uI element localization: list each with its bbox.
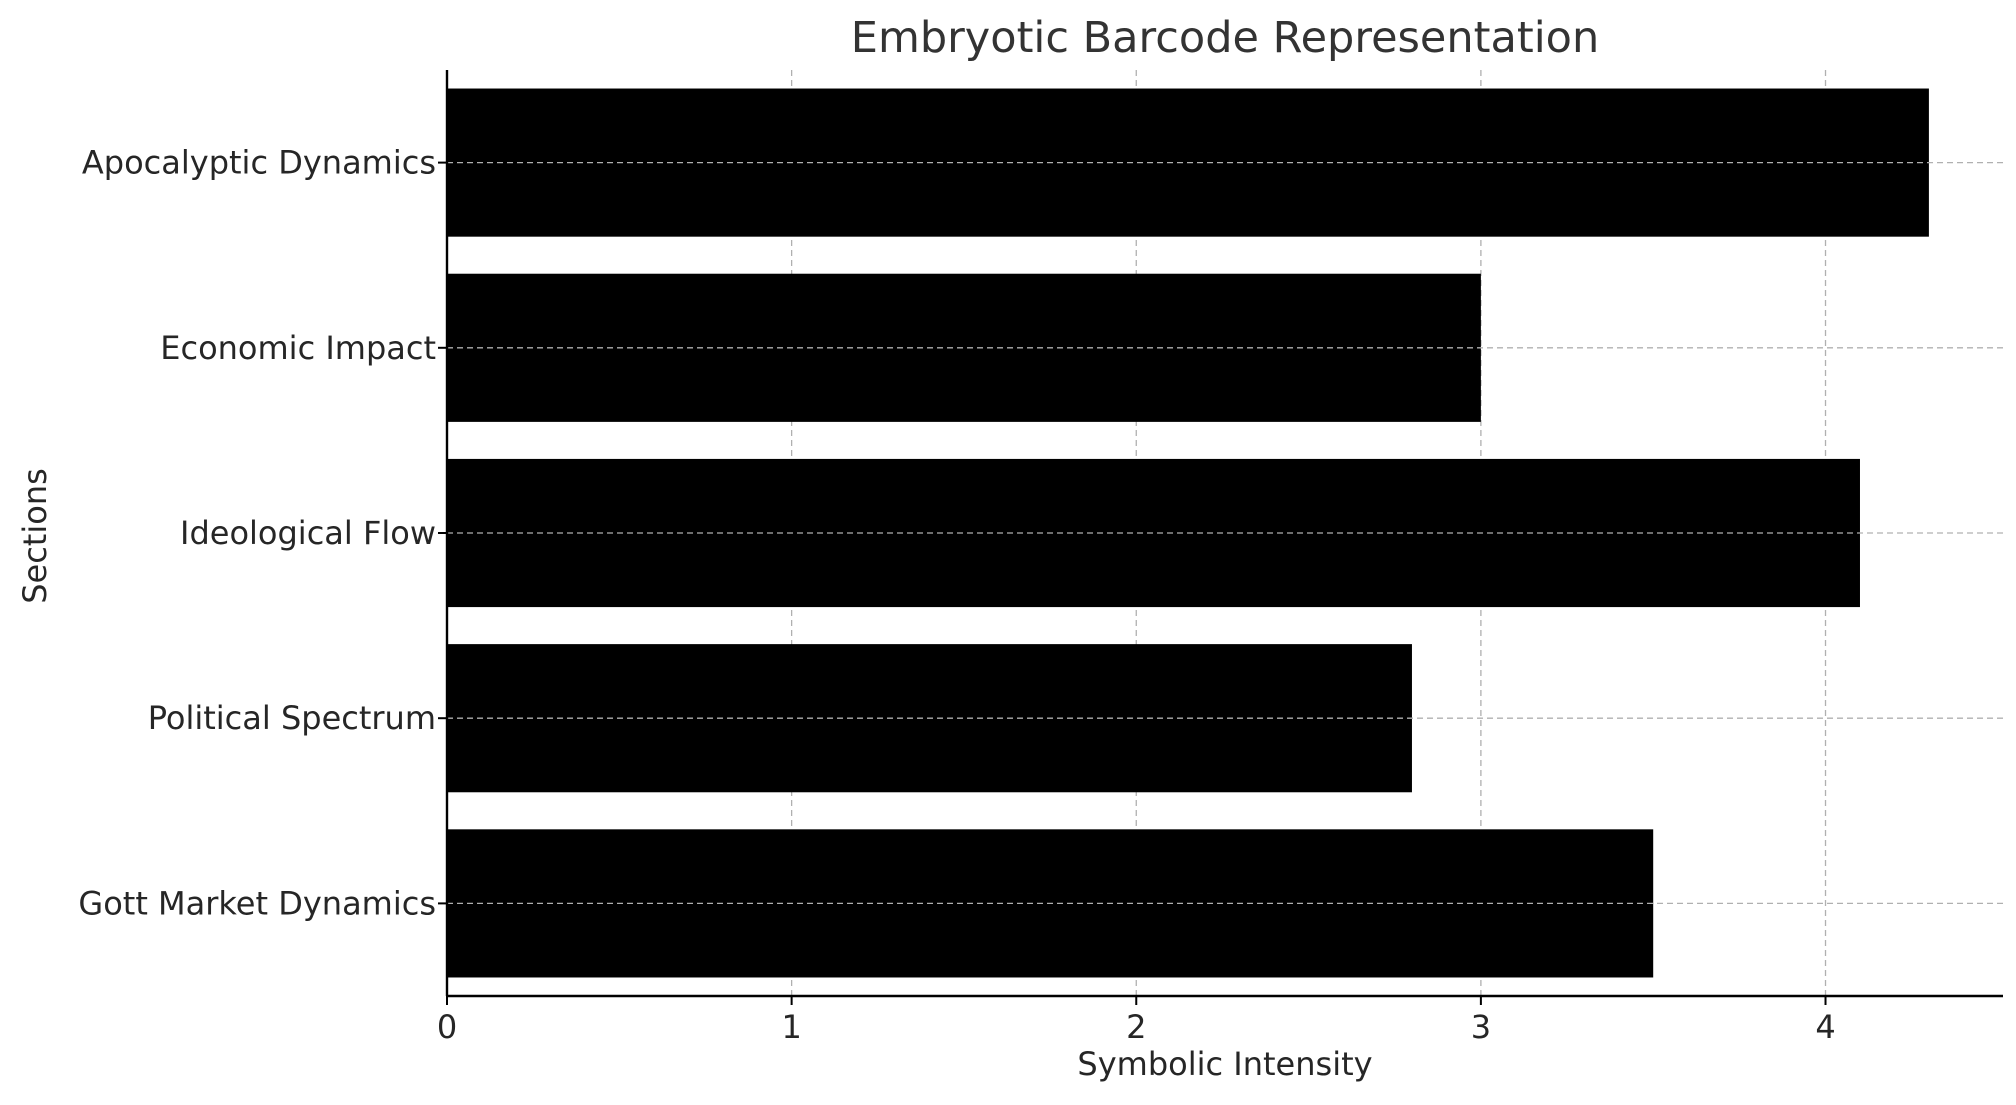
y-axis-label: Sections	[16, 468, 54, 604]
y-tick-label: Ideological Flow	[180, 514, 436, 552]
x-tick-label: 1	[781, 1008, 801, 1046]
x-tick-label: 4	[1815, 1008, 1835, 1046]
chart-title: Embryotic Barcode Representation	[851, 13, 1599, 63]
y-tick-label: Economic Impact	[160, 329, 436, 367]
x-tick-label: 3	[1471, 1008, 1491, 1046]
x-tick-label: 2	[1126, 1008, 1146, 1046]
x-tick-labels: 0 1 2 3 4	[437, 996, 1836, 1046]
x-tick-label: 0	[437, 1008, 457, 1046]
y-tick-label: Political Spectrum	[148, 699, 436, 737]
y-tick-labels: Gott Market Dynamics Political Spectrum Id…	[78, 144, 447, 922]
y-tick-label: Gott Market Dynamics	[78, 884, 436, 922]
x-axis-label: Symbolic Intensity	[1077, 1045, 1372, 1083]
y-tick-label: Apocalyptic Dynamics	[82, 144, 436, 182]
